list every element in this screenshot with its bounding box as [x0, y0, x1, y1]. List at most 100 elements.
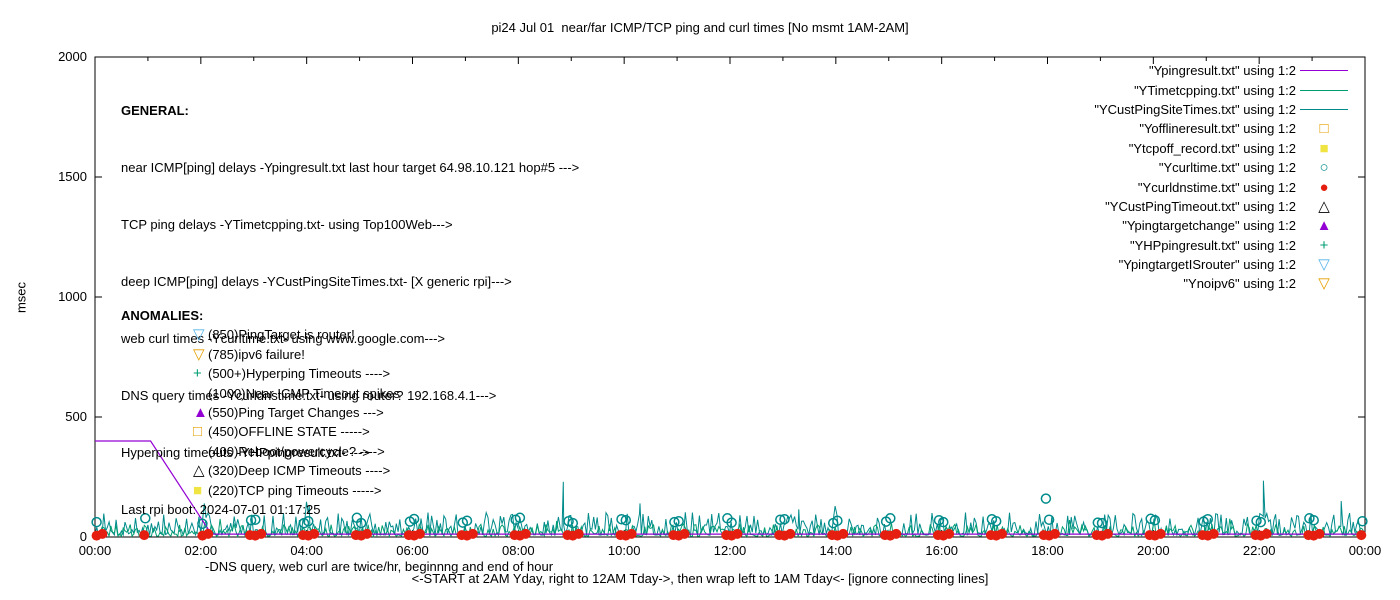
- legend-label: "YCustPingSiteTimes.txt" using 1:2: [1094, 101, 1296, 117]
- general-line: near ICMP[ping] delays -Ypingresult.txt …: [121, 160, 580, 175]
- marker-Ycurltime.txt: [197, 518, 208, 530]
- legend-label: "YCustPingTimeout.txt" using 1:2: [1105, 198, 1296, 214]
- marker-Ycurltime.txt: [832, 515, 843, 526]
- marker-Ycurltime.txt: [567, 517, 579, 529]
- y-axis-label: msec: [13, 281, 29, 314]
- anomaly-label: (785)ipv6 failure!: [208, 346, 305, 362]
- marker-Ycurltime.txt: [673, 515, 684, 527]
- marker-Ycurltime.txt: [1096, 517, 1108, 529]
- y-tick-label: 0: [80, 529, 87, 544]
- y-tick-label: 1000: [58, 289, 87, 304]
- triangle-down-open-icon: ▽: [1318, 256, 1330, 274]
- legend-label: "Ypingtargetchange" using 1:2: [1122, 218, 1296, 234]
- marker-Ycurldnstime.txt: [1356, 530, 1367, 541]
- marker-Ycurldnstime.txt: [1314, 528, 1325, 539]
- marker-Ycurltime.txt: [1251, 515, 1262, 526]
- general-line: web curl times -Ycurltime.txt- using www…: [121, 331, 446, 346]
- x-tick-label: 02:00: [185, 543, 218, 558]
- anomaly-label: (220)TCP ping Timeouts ----->: [208, 482, 382, 498]
- marker-Ycurldnstime.txt: [1155, 528, 1166, 539]
- general-line: DNS query times -Ycurldnstime.txt- using…: [121, 388, 497, 403]
- line-swatch-icon: [1300, 70, 1348, 72]
- marker-Ycurltime.txt: [1308, 514, 1319, 526]
- marker-Ycurltime.txt: [514, 512, 526, 524]
- general-heading: GENERAL:: [121, 103, 189, 118]
- legend-item: "Ycurltime.txt" using 1:2 ○: [1094, 158, 1352, 177]
- y-tick-label: 1500: [58, 169, 87, 184]
- anomaly-item: (400)Reboot/powercycle? ---->: [193, 442, 400, 461]
- marker-Ycurldnstime.txt: [139, 530, 150, 541]
- marker-Ycurldnstime.txt: [838, 528, 849, 539]
- square-open-icon: □: [1319, 120, 1329, 138]
- legend-item: "Yofflineresult.txt" using 1:2 □: [1094, 119, 1352, 138]
- x-tick-label: 10:00: [608, 543, 641, 558]
- marker-Ycurldnstime.txt: [362, 528, 372, 539]
- marker-Ycurltime.txt: [1043, 514, 1055, 525]
- anomalies-heading: ANOMALIES:: [121, 308, 204, 323]
- general-annotation: GENERAL: near ICMP[ping] delays -Ypingre…: [121, 63, 597, 600]
- legend-item: "Ypingtargetchange" using 1:2 ▲: [1094, 216, 1352, 235]
- legend-label: "Ypingresult.txt" using 1:2: [1148, 63, 1296, 79]
- marker-Ycurldnstime.txt: [891, 528, 902, 539]
- line-swatch-icon: [1300, 108, 1348, 110]
- legend-label: "YHPpingresult.txt" using 1:2: [1129, 237, 1296, 253]
- x-tick-label: 20:00: [1137, 543, 1170, 558]
- legend-label: "Ytcpoff_record.txt" using 1:2: [1128, 140, 1296, 156]
- marker-Ycurltime.txt: [726, 517, 737, 528]
- marker-Ycurldnstime.txt: [467, 528, 478, 539]
- legend-item: "YpingtargetISrouter" using 1:2 ▽: [1094, 255, 1352, 274]
- plus-icon: +: [1319, 236, 1329, 254]
- circle-open-icon: ○: [1319, 159, 1329, 177]
- triangle-up-open-icon: △: [193, 462, 205, 480]
- marker-Ycurldnstime.txt: [1208, 528, 1219, 539]
- x-tick-label: 04:00: [290, 543, 323, 558]
- anomaly-item: □ (450)OFFLINE STATE ----->: [193, 422, 400, 441]
- triangle-up-open-icon: △: [1318, 197, 1330, 215]
- anomaly-label: (450)OFFLINE STATE ----->: [208, 424, 370, 440]
- chart-title: pi24 Jul 01 near/far ICMP/TCP ping and c…: [491, 20, 909, 35]
- general-line: Last rpi boot: 2024-07-01 01:17:25: [121, 502, 321, 517]
- anomaly-item: + (500+)Hyperping Timeouts ---->: [193, 364, 400, 383]
- marker-Ycurldnstime.txt: [1261, 528, 1272, 539]
- marker-Ycurldnstime.txt: [414, 528, 425, 539]
- marker-Ycurltime.txt: [408, 513, 420, 525]
- anomaly-item: △ (320)Deep ICMP Timeouts ---->: [193, 461, 400, 480]
- anomaly-item: ▽ (785)ipv6 failure!: [193, 345, 400, 364]
- legend: "Ypingresult.txt" using 1:2 "YTimetcppin…: [1094, 61, 1352, 294]
- x-tick-label: 14:00: [820, 543, 853, 558]
- square-open-icon: □: [193, 423, 203, 441]
- anomaly-label: (550)Ping Target Changes --->: [208, 405, 384, 421]
- marker-Ycurltime.txt: [938, 516, 949, 528]
- general-line: deep ICMP[ping] delays -YCustPingSiteTim…: [121, 274, 512, 289]
- marker-Ycurldnstime.txt: [944, 528, 955, 539]
- legend-item: "Ypingresult.txt" using 1:2: [1094, 61, 1352, 80]
- anomaly-item: ▽ (850)PingTarget is router!: [193, 325, 400, 344]
- marker-Ycurltime.txt: [250, 514, 261, 525]
- anomalies-annotation: ANOMALIES: ▽ (850)PingTarget is router! ▽…: [121, 306, 400, 500]
- marker-Ycurltime.txt: [91, 516, 102, 528]
- legend-label: "Yofflineresult.txt" using 1:2: [1139, 121, 1296, 137]
- marker-Ycurldnstime.txt: [573, 528, 584, 539]
- marker-Ycurldnstime.txt: [309, 528, 320, 539]
- marker-Ycurldnstime.txt: [626, 528, 637, 539]
- marker-Ycurltime.txt: [1255, 516, 1267, 528]
- y-tick-label: 2000: [58, 49, 87, 64]
- x-tick-label: 00:00: [79, 543, 112, 558]
- anomaly-item: ■ (220)TCP ping Timeouts ----->: [193, 481, 400, 500]
- marker-Ycurldnstime.txt: [1102, 528, 1113, 539]
- marker-Ycurldnstime.txt: [1049, 528, 1060, 539]
- marker-Ycurltime.txt: [245, 514, 257, 526]
- general-line: TCP ping delays -YTimetcpping.txt- using…: [121, 217, 453, 232]
- marker-Ycurltime.txt: [461, 515, 473, 526]
- x-tick-label: 06:00: [396, 543, 429, 558]
- y-tick-label: 500: [65, 409, 87, 424]
- marker-Ycurldnstime.txt: [679, 528, 690, 539]
- anomaly-label: (850)PingTarget is router!: [208, 327, 355, 343]
- anomaly-label: (1000)Near ICMP Timeout spikes: [208, 385, 400, 401]
- x-tick-label: 08:00: [502, 543, 535, 558]
- general-note: -DNS query, web curl are twice/hr, begin…: [205, 559, 554, 574]
- marker-Ycurldnstime.txt: [203, 528, 214, 539]
- marker-Ycurldnstime.txt: [732, 528, 743, 539]
